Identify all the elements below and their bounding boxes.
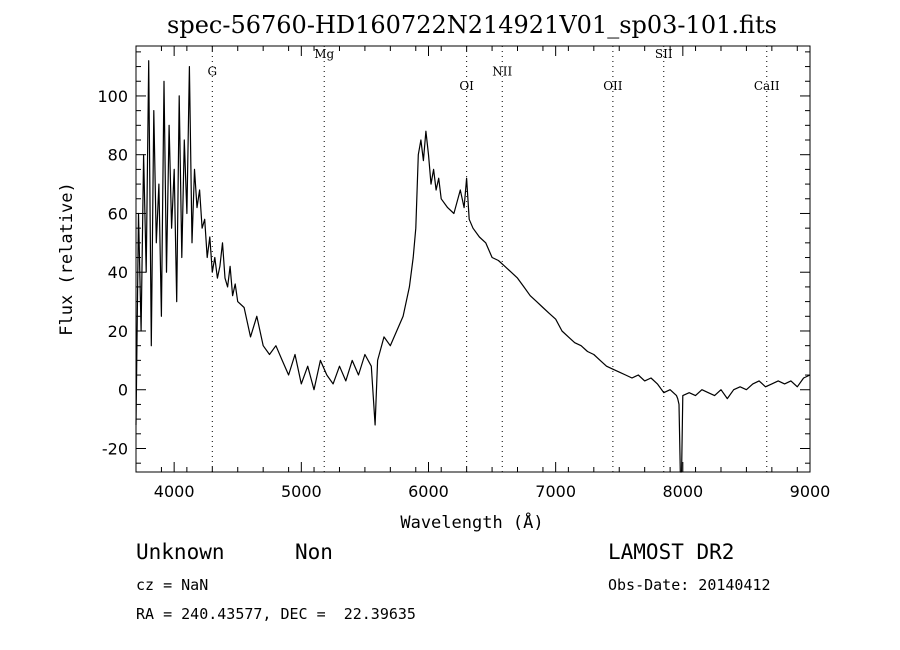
emission-line-label: OII (603, 79, 623, 93)
cz-label: cz = NaN (136, 576, 209, 594)
spectrum-line (135, 60, 811, 473)
axis-ticks: 4000 5000 6000 7000 8000 9000 -20 0 20 40 60 80 100 (97, 46, 830, 501)
x-tick-label: 4000 (154, 482, 195, 501)
emission-line-label: NII (492, 64, 512, 78)
y-tick-label: 40 (108, 263, 128, 282)
chart-title: spec-56760-HD160722N214921V01_sp03-101.f… (167, 11, 777, 39)
y-tick-label: -20 (102, 439, 128, 458)
x-tick-label: 8000 (662, 482, 703, 501)
y-tick-label: 60 (108, 204, 128, 223)
obsdate-label: Obs-Date: 20140412 (608, 576, 771, 594)
x-tick-label: 5000 (281, 482, 322, 501)
x-tick-label: 7000 (535, 482, 576, 501)
spectrum-series (135, 60, 811, 473)
x-tick-label: 9000 (790, 482, 831, 501)
emission-line-label: OI (459, 79, 474, 93)
y-tick-label: 100 (97, 87, 128, 106)
y-tick-label: 20 (108, 322, 128, 341)
plot-frame (135, 45, 811, 473)
emission-line-label: CaII (754, 79, 780, 93)
y-tick-label: 80 (108, 146, 128, 165)
emission-line-label: SII (655, 47, 673, 61)
y-axis-label: Flux (relative) (57, 182, 77, 336)
subclass-label: Non (295, 540, 333, 564)
x-axis-label: Wavelength (Å) (400, 511, 543, 533)
radec-label: RA = 240.43577, DEC = 22.39635 (136, 605, 416, 623)
emission-line-label: G (208, 64, 218, 78)
emission-line-label: Mg (314, 47, 334, 61)
y-tick-label: 0 (118, 381, 128, 400)
emission-line-markers: G Mg OI NII OII SII CaII (208, 46, 780, 472)
class-label: Unknown (136, 540, 225, 564)
survey-label: LAMOST DR2 (608, 540, 735, 564)
x-tick-label: 6000 (408, 482, 449, 501)
